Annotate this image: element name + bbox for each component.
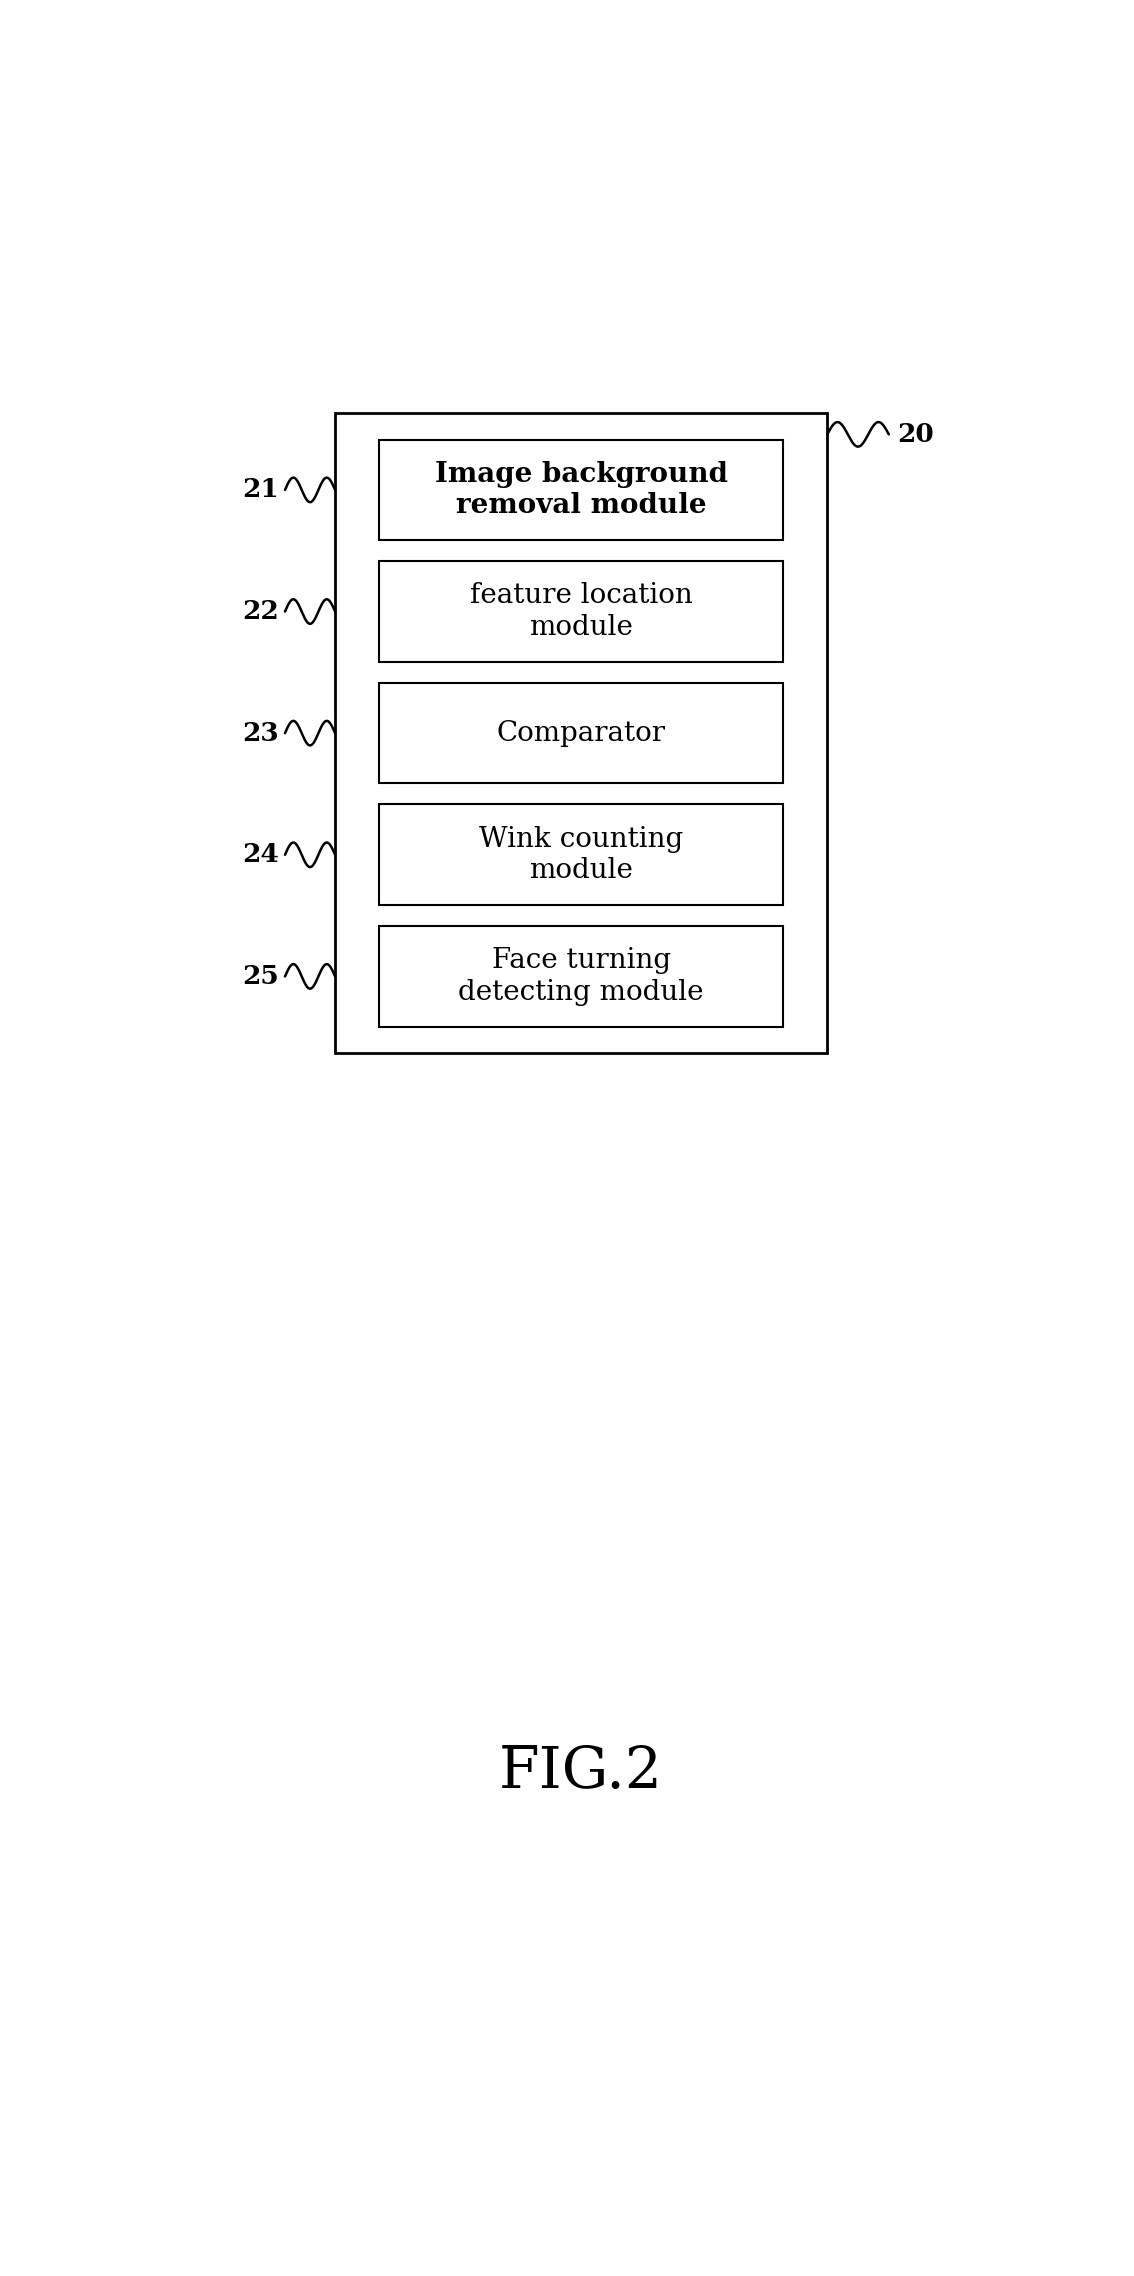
Text: FIG.2: FIG.2 — [499, 1743, 663, 1800]
Bar — [379, 926, 784, 1026]
Bar — [379, 803, 784, 906]
Text: feature location
module: feature location module — [469, 583, 693, 640]
Bar — [379, 683, 784, 783]
Bar — [379, 439, 784, 539]
Bar — [379, 562, 784, 662]
Text: 22: 22 — [242, 599, 279, 624]
Text: Face turning
detecting module: Face turning detecting module — [458, 947, 704, 1006]
Bar — [336, 414, 828, 1054]
Text: 23: 23 — [242, 721, 279, 747]
Text: Image background
removal module: Image background removal module — [434, 460, 728, 519]
Text: 25: 25 — [242, 965, 279, 988]
Text: 20: 20 — [898, 421, 934, 446]
Text: 21: 21 — [242, 478, 279, 503]
Text: Wink counting
module: Wink counting module — [479, 826, 684, 883]
Text: Comparator: Comparator — [497, 719, 666, 747]
Text: 24: 24 — [242, 842, 279, 867]
